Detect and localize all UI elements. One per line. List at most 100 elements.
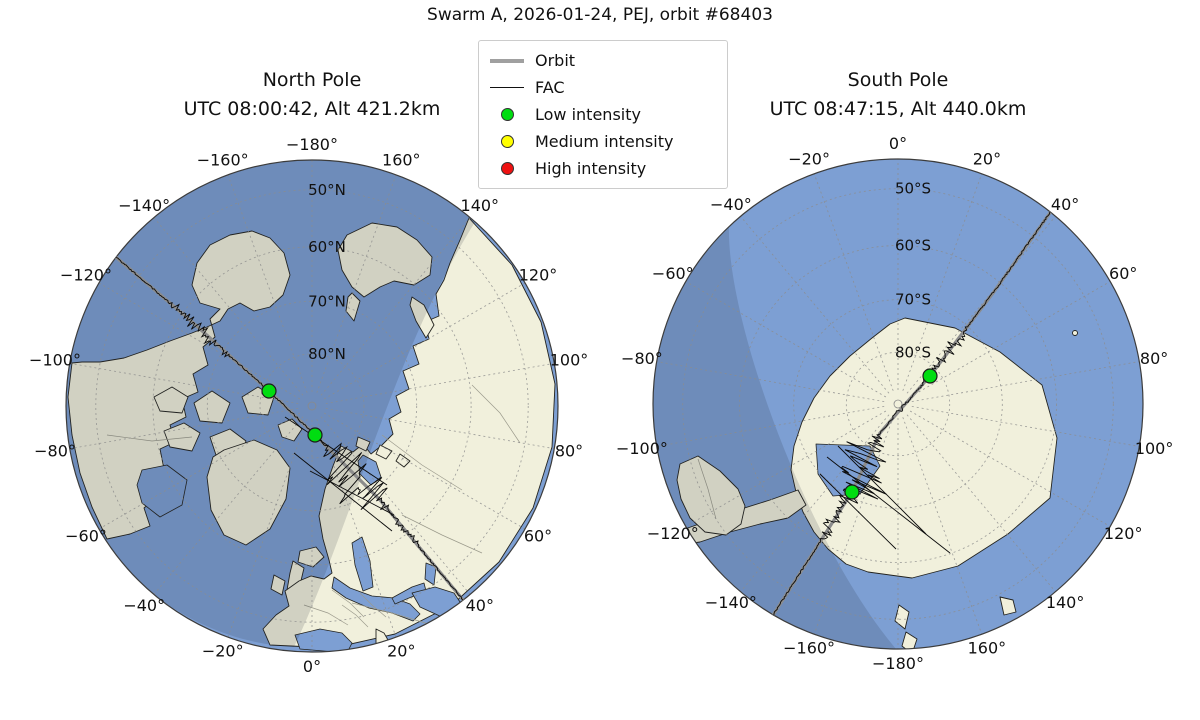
medium-intensity-dot-icon xyxy=(479,135,535,148)
chukotka-kamchatka xyxy=(337,222,433,298)
north-map-geography xyxy=(66,160,558,652)
svg-text:70°S: 70°S xyxy=(895,291,931,309)
svg-text:80°: 80° xyxy=(555,441,583,460)
legend-item-fac: FAC xyxy=(479,74,727,101)
north-graticule xyxy=(69,160,555,652)
baltic-sea xyxy=(331,576,421,622)
legend-item-low: Low intensity xyxy=(479,101,727,128)
south-orbit-track xyxy=(764,209,1054,627)
svg-text:40°: 40° xyxy=(1051,195,1079,214)
legend-label-low: Low intensity xyxy=(535,105,641,124)
legend-label-high: High intensity xyxy=(535,159,647,178)
svg-text:−40°: −40° xyxy=(123,596,165,615)
svg-text:140°: 140° xyxy=(461,196,500,215)
gulf-of-bothnia xyxy=(351,536,374,592)
arctic-island-3 xyxy=(163,422,201,452)
svg-text:60°: 60° xyxy=(1109,264,1137,283)
fac-line-icon xyxy=(479,86,535,89)
south-map-title: South Pole UTC 08:47:15, Alt 440.0km xyxy=(628,66,1168,124)
svg-text:50°N: 50°N xyxy=(308,181,346,199)
svg-text:−180°: −180° xyxy=(872,654,924,673)
svg-text:−140°: −140° xyxy=(118,196,170,215)
svg-text:80°S: 80°S xyxy=(895,343,931,361)
svg-text:100°: 100° xyxy=(550,351,589,370)
svg-text:−160°: −160° xyxy=(783,638,835,657)
svg-text:−100°: −100° xyxy=(29,351,81,370)
land-north-america xyxy=(67,230,291,540)
north-map-title: North Pole UTC 08:00:42, Alt 421.2km xyxy=(42,66,582,124)
legend-item-medium: Medium intensity xyxy=(479,128,727,155)
legend: Orbit FAC Low intensity Medium intensity… xyxy=(478,40,728,189)
svg-text:−140°: −140° xyxy=(705,593,757,612)
north-map-boundary xyxy=(65,159,559,653)
svalbard-2 xyxy=(375,444,393,460)
svg-text:70°N: 70°N xyxy=(308,292,346,310)
svg-text:120°: 120° xyxy=(1104,524,1143,543)
svg-text:−60°: −60° xyxy=(65,527,107,546)
north-orbit-track xyxy=(102,245,476,615)
svg-text:160°: 160° xyxy=(968,638,1007,657)
arctic-island-1 xyxy=(153,386,189,414)
svg-text:80°N: 80°N xyxy=(308,345,346,363)
kamchatka-tail xyxy=(345,292,361,322)
south-graticule xyxy=(656,159,1140,649)
svg-text:−100°: −100° xyxy=(616,439,668,458)
svg-text:100°: 100° xyxy=(1135,439,1174,458)
night-shade-south xyxy=(653,226,896,649)
greenland xyxy=(206,439,291,546)
svg-text:50°S: 50°S xyxy=(895,180,931,198)
legend-label-orbit: Orbit xyxy=(535,51,576,70)
hudson-bay xyxy=(136,464,188,518)
svg-text:−60°: −60° xyxy=(652,264,694,283)
orbit-line-icon xyxy=(479,58,535,63)
legend-label-medium: Medium intensity xyxy=(535,132,674,151)
legend-item-high: High intensity xyxy=(479,155,727,182)
svg-text:60°: 60° xyxy=(524,527,552,546)
north-title-line: North Pole xyxy=(262,69,362,91)
svg-text:−20°: −20° xyxy=(788,150,830,169)
svg-text:−160°: −160° xyxy=(197,151,249,170)
svg-text:80°: 80° xyxy=(1140,349,1168,368)
south-map-geography xyxy=(653,159,1143,649)
figure-title: Swarm A, 2026-01-24, PEJ, orbit #68403 xyxy=(427,5,773,25)
svalbard-1 xyxy=(355,436,371,452)
patagonia xyxy=(676,455,746,536)
north-tick-labels: 50°N 60°N 70°N 80°N −180° −160° −140° −120° −100… xyxy=(29,135,588,676)
novaya-zemlya xyxy=(409,296,435,339)
south-map-boundary xyxy=(652,158,1144,650)
arctic-island-2 xyxy=(193,390,231,424)
svg-text:40°: 40° xyxy=(466,596,494,615)
south-subtitle-line: UTC 08:47:15, Alt 440.0km xyxy=(769,98,1027,120)
north-pole-map: 50°N 60°N 70°N 80°N −180° −160° −140° −120° −100… xyxy=(29,135,588,676)
night-shade-north xyxy=(66,160,475,647)
svg-text:20°: 20° xyxy=(387,641,415,660)
svalbard-3 xyxy=(395,453,411,468)
svg-text:160°: 160° xyxy=(382,151,421,170)
svg-text:60°S: 60°S xyxy=(895,237,931,255)
new-zealand-south xyxy=(894,604,910,630)
svg-text:0°: 0° xyxy=(889,134,907,153)
country-borders-north xyxy=(106,384,521,628)
iceland xyxy=(297,546,325,568)
svg-text:−80°: −80° xyxy=(621,349,663,368)
south-pole-marker xyxy=(893,399,903,409)
high-intensity-dot-icon xyxy=(479,162,535,175)
svg-text:−80°: −80° xyxy=(34,441,76,460)
svg-text:−20°: −20° xyxy=(202,641,244,660)
south-tick-labels: 50°S 60°S 70°S 80°S −180° −160° −140° −120° −100… xyxy=(616,134,1173,673)
svg-text:20°: 20° xyxy=(973,150,1001,169)
low-intensity-dot-icon xyxy=(479,108,535,121)
small-island xyxy=(1072,330,1078,336)
tasmania xyxy=(999,596,1017,616)
svg-text:−180°: −180° xyxy=(286,135,338,154)
svg-text:−120°: −120° xyxy=(60,266,112,285)
north-pole-marker xyxy=(307,401,317,411)
legend-label-fac: FAC xyxy=(535,78,565,97)
svg-text:−120°: −120° xyxy=(647,524,699,543)
legend-item-orbit: Orbit xyxy=(479,47,727,74)
ireland xyxy=(270,574,286,596)
svg-text:60°N: 60°N xyxy=(308,238,346,256)
north-subtitle-line: UTC 08:00:42, Alt 421.2km xyxy=(183,98,441,120)
country-borders-south xyxy=(697,458,717,520)
